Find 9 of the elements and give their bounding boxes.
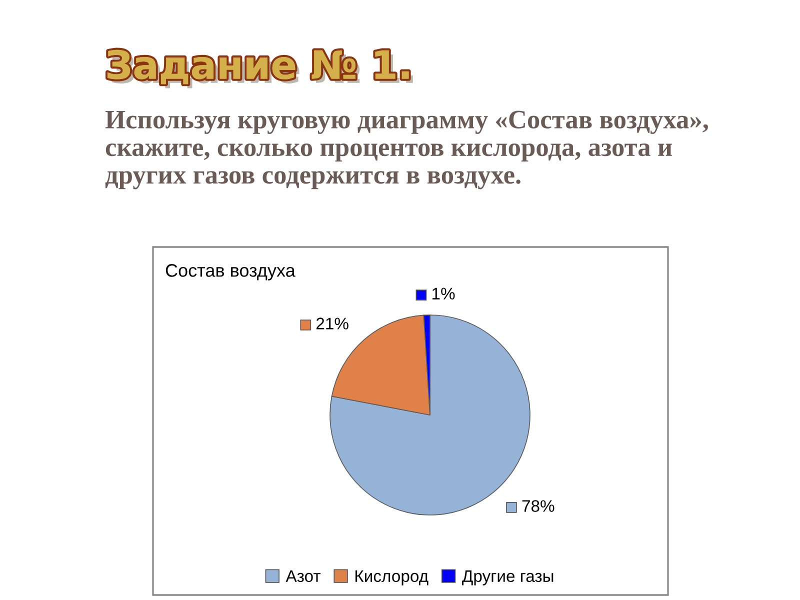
chart-title: Состав воздуха: [166, 264, 296, 280]
data-label: 21%: [316, 318, 348, 330]
legend-label: Другие газы: [462, 570, 554, 586]
legend-label: Кислород: [356, 570, 428, 586]
data-label: 78%: [522, 500, 554, 512]
data-label: 1%: [432, 288, 455, 300]
text: Используя круговую диаграмму «Состав воздуха», скажите, сколько процентов кислорода, азота и других газов содержится в воздухе.: [105, 110, 708, 190]
legend-label: Азот: [286, 570, 321, 582]
text: Задание № 1.: [108, 50, 413, 88]
